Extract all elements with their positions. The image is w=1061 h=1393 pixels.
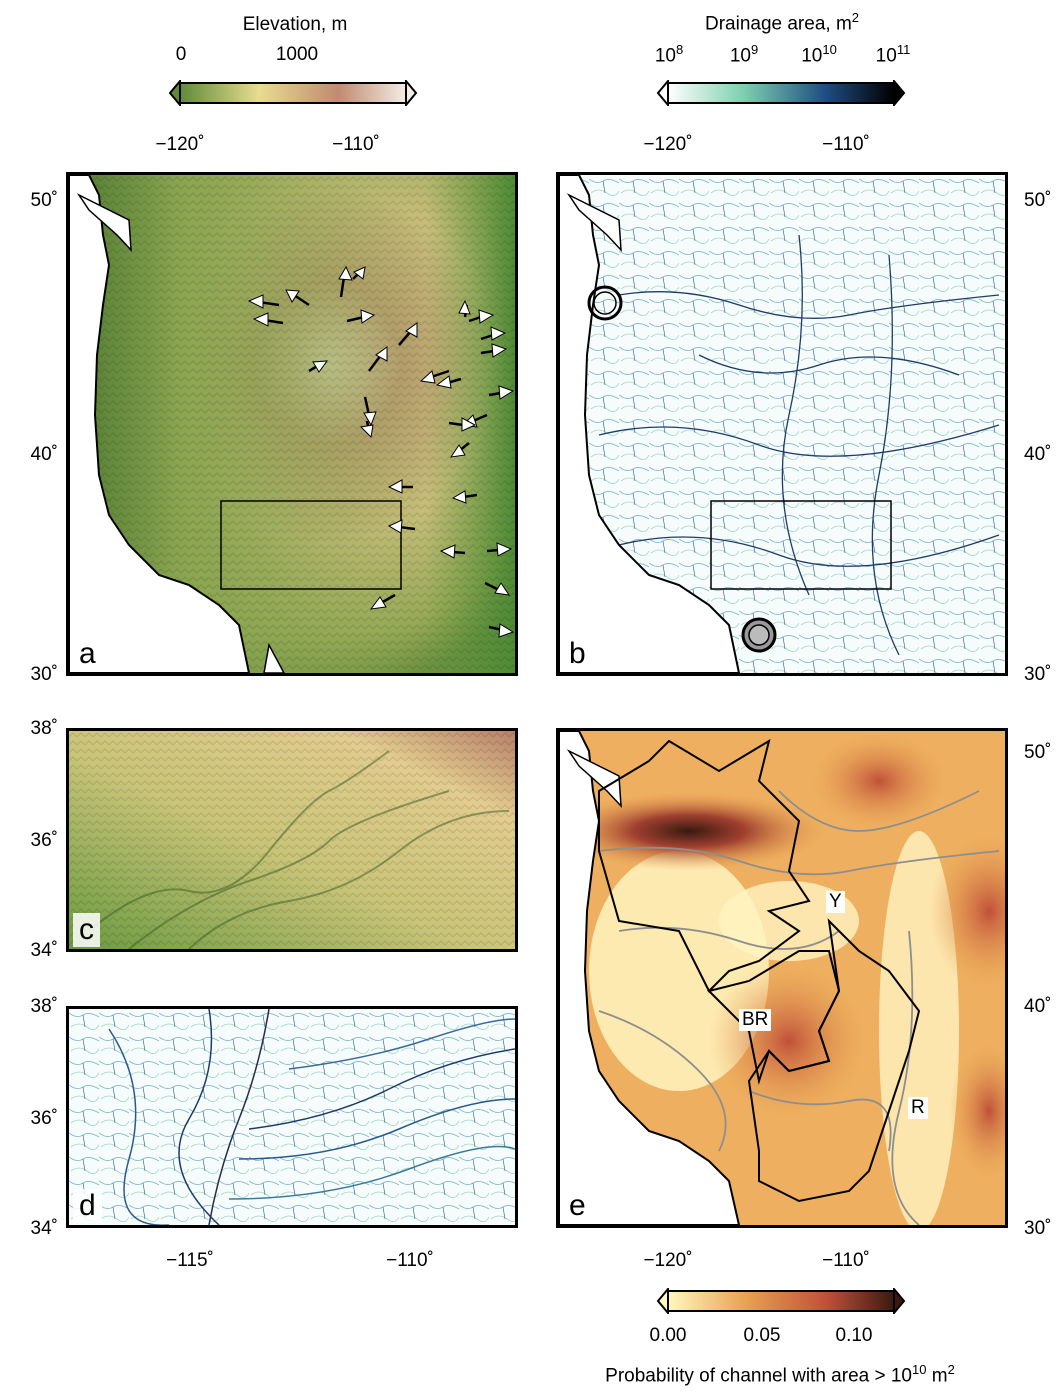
panel-a-elevation-map: a bbox=[66, 172, 518, 676]
lat-tick-a-30: 30˚ bbox=[30, 664, 58, 685]
lat-tick-c-34: 34˚ bbox=[30, 940, 58, 961]
lon-tick-d-115: −115˚ bbox=[166, 1250, 214, 1271]
drainage-tick-1e8: 108 bbox=[654, 42, 684, 67]
lon-tick-a-110: −110˚ bbox=[332, 134, 380, 155]
lat-tick-a-50: 50˚ bbox=[30, 190, 58, 211]
elevation-zoom-graphic bbox=[69, 731, 515, 949]
lat-tick-b-40: 40˚ bbox=[1024, 444, 1052, 465]
lat-tick-d-34: 34˚ bbox=[30, 1218, 58, 1239]
probability-colorbar bbox=[656, 1288, 906, 1314]
panel-d-label: d bbox=[73, 1189, 102, 1223]
prob-tick-0: 0.00 bbox=[649, 1325, 687, 1346]
drainage-zoom-graphic bbox=[69, 1009, 515, 1225]
lon-tick-d-110: −110˚ bbox=[386, 1250, 434, 1271]
lat-tick-e-50: 50˚ bbox=[1024, 742, 1052, 763]
prob-tick-010: 0.10 bbox=[835, 1325, 873, 1346]
panel-c-label: c bbox=[73, 913, 100, 947]
panel-d-drainage-zoom: d bbox=[66, 1006, 518, 1228]
elevation-colorbar-title: Elevation, m bbox=[242, 14, 348, 35]
panel-a-label: a bbox=[73, 637, 102, 671]
lat-tick-a-40: 40˚ bbox=[30, 444, 58, 465]
lon-tick-e-120: −120˚ bbox=[643, 1250, 693, 1271]
lat-tick-c-38: 38˚ bbox=[30, 718, 58, 739]
probability-map-graphic bbox=[559, 731, 1005, 1225]
lon-tick-a-120: −120˚ bbox=[155, 134, 205, 155]
prob-tick-005: 0.05 bbox=[743, 1325, 781, 1346]
lat-tick-d-36: 36˚ bbox=[30, 1108, 58, 1129]
region-label-y: Y bbox=[826, 891, 845, 913]
panel-c-elevation-zoom: c bbox=[66, 728, 518, 952]
drainage-tick-1e10: 1010 bbox=[801, 42, 837, 67]
lon-tick-e-110: −110˚ bbox=[822, 1250, 870, 1271]
region-label-r: R bbox=[908, 1097, 928, 1119]
elevation-tick-1000: 1000 bbox=[275, 44, 319, 65]
lat-tick-c-36: 36˚ bbox=[30, 830, 58, 851]
lat-tick-e-40: 40˚ bbox=[1024, 996, 1052, 1017]
elevation-map-graphic bbox=[69, 175, 515, 673]
elevation-tick-0: 0 bbox=[175, 44, 187, 65]
drainage-colorbar bbox=[656, 80, 906, 106]
region-label-br: BR bbox=[739, 1009, 772, 1031]
lon-tick-b-110: −110˚ bbox=[822, 134, 870, 155]
lat-tick-b-50: 50˚ bbox=[1024, 190, 1052, 211]
lon-tick-b-120: −120˚ bbox=[643, 134, 693, 155]
panel-e-label: e bbox=[563, 1189, 592, 1223]
probability-colorbar-title: Probability of channel with area > 1010 … bbox=[605, 1362, 955, 1387]
lat-tick-d-38: 38˚ bbox=[30, 996, 58, 1017]
lat-tick-b-30: 30˚ bbox=[1024, 664, 1052, 685]
lat-tick-e-30: 30˚ bbox=[1024, 1218, 1052, 1239]
elevation-colorbar bbox=[168, 80, 418, 106]
panel-b-drainage-map: b bbox=[556, 172, 1008, 676]
panel-b-label: b bbox=[563, 637, 592, 671]
panel-e-probability-map: Y BR R e bbox=[556, 728, 1008, 1228]
drainage-colorbar-title: Drainage area, m2 bbox=[704, 10, 860, 35]
drainage-map-graphic bbox=[559, 175, 1005, 673]
drainage-tick-1e9: 109 bbox=[729, 42, 759, 67]
drainage-tick-1e11: 1011 bbox=[875, 42, 911, 67]
